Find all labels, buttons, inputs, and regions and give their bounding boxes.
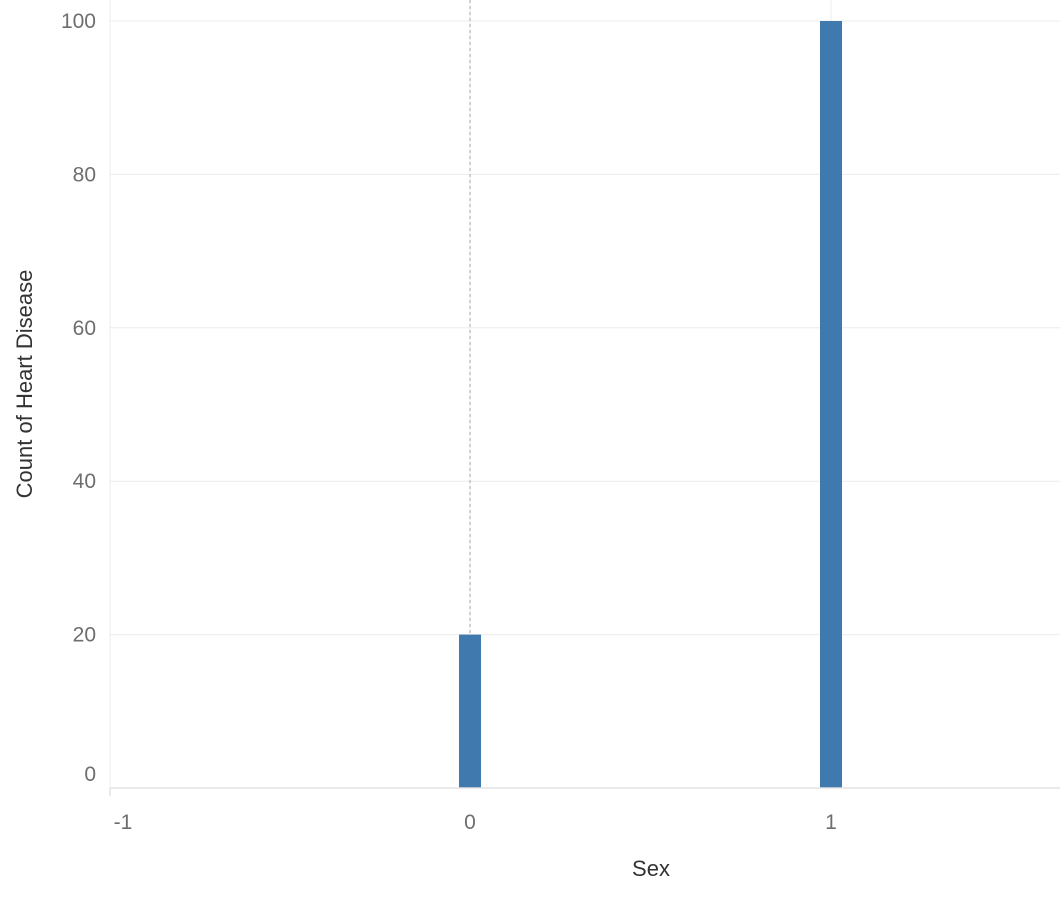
bar[interactable] xyxy=(820,21,842,788)
y-tick-label: 80 xyxy=(73,163,96,186)
axes xyxy=(109,0,1060,796)
y-tick-labels: 0 20 40 60 80 100 xyxy=(61,10,96,786)
x-tick-label: 1 xyxy=(825,811,837,834)
y-tick-label: 40 xyxy=(73,470,96,493)
x-tick-labels: -1 0 1 xyxy=(114,811,837,834)
y-tick-label: 0 xyxy=(84,763,96,786)
y-tick-label: 60 xyxy=(73,317,96,340)
y-axis-title: Count of Heart Disease xyxy=(12,270,37,499)
bars xyxy=(459,21,842,788)
bar[interactable] xyxy=(459,634,481,788)
y-tick-label: 100 xyxy=(61,10,96,33)
x-axis-title: Sex xyxy=(632,856,670,881)
gridlines xyxy=(109,0,1060,788)
x-tick-label: -1 xyxy=(114,811,133,834)
x-tick-label: 0 xyxy=(464,811,476,834)
y-tick-label: 20 xyxy=(73,624,96,647)
